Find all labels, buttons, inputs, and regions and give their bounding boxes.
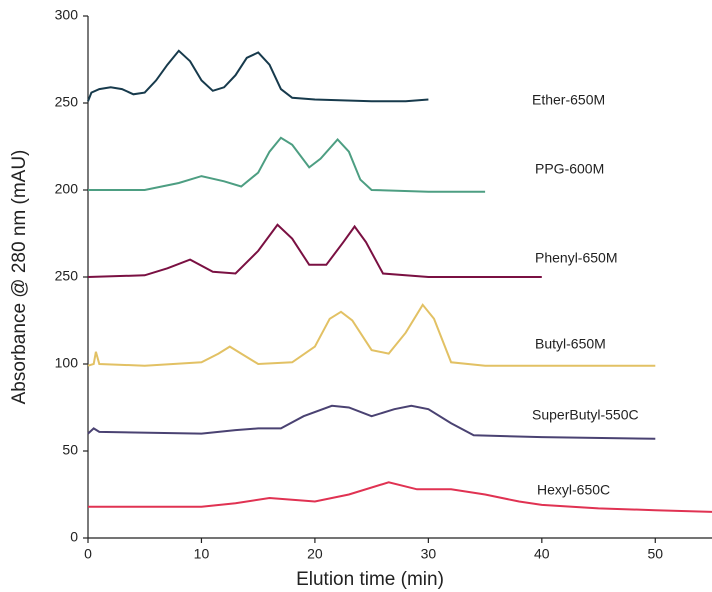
series-label: Hexyl-650C xyxy=(537,482,610,498)
x-axis-label: Elution time (min) xyxy=(296,569,444,590)
y-tick-label: 250 xyxy=(55,94,79,110)
y-tick-label: 50 xyxy=(62,442,78,458)
series-line xyxy=(87,223,542,278)
y-axis-label: Absorbance @ 280 nm (mAU) xyxy=(9,150,30,405)
series-label: SuperButyl-550C xyxy=(532,407,639,423)
x-tick-label: 50 xyxy=(647,546,663,562)
y-tick-label: 0 xyxy=(70,529,78,545)
series-line xyxy=(88,481,712,513)
series-label: Phenyl-650M xyxy=(535,250,618,266)
series-label: Ether-650M xyxy=(532,92,605,108)
series-label: Butyl-650M xyxy=(535,336,606,352)
series-line xyxy=(87,303,656,367)
x-tick-label: 30 xyxy=(421,546,437,562)
y-tick-label: 300 xyxy=(55,7,79,23)
x-tick-label: 10 xyxy=(194,546,210,562)
series-label: PPG-600M xyxy=(535,161,604,177)
series-line xyxy=(87,49,429,103)
x-tick-label: 0 xyxy=(84,546,92,562)
y-tick-label: 100 xyxy=(55,355,79,371)
series-line xyxy=(87,404,656,440)
x-tick-label: 20 xyxy=(307,546,323,562)
y-tick-label: 200 xyxy=(55,181,79,197)
x-tick-label: 40 xyxy=(534,546,550,562)
series-line xyxy=(88,136,486,193)
y-tick-label: 250 xyxy=(55,268,79,284)
